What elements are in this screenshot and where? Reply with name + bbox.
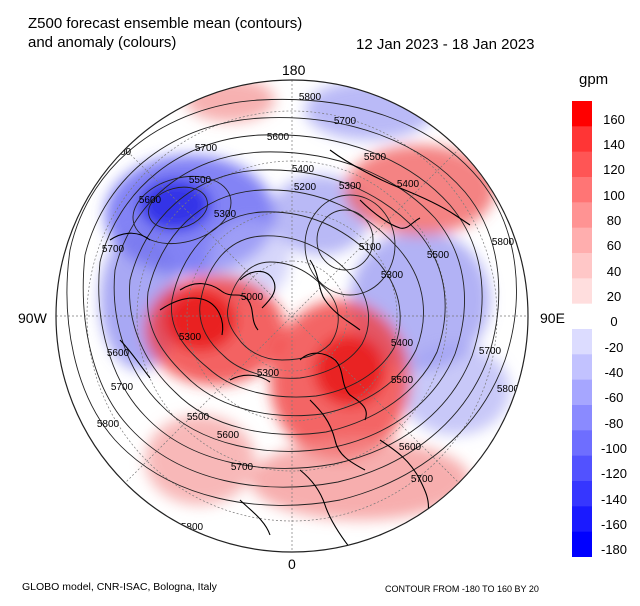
contour-label: 5500 bbox=[391, 375, 414, 386]
lon-label-0: 0 bbox=[288, 556, 296, 572]
contour-label: 5600 bbox=[267, 132, 290, 143]
map-frame bbox=[55, 79, 529, 553]
colorbar-band bbox=[572, 531, 592, 557]
z500-contours bbox=[66, 98, 517, 506]
chart-title: Z500 forecast ensemble mean (contours) a… bbox=[28, 14, 302, 52]
contour-label: 5400 bbox=[391, 338, 414, 349]
contour-label: 5700 bbox=[111, 382, 134, 393]
contour-label: 5800 bbox=[497, 384, 520, 395]
lon-label-90e: 90E bbox=[540, 310, 565, 326]
colorbar-label: -180 bbox=[600, 542, 628, 558]
contour-label: 5300 bbox=[381, 270, 404, 281]
contour-label: 5500 bbox=[189, 175, 212, 186]
colorbar-band bbox=[572, 202, 592, 229]
colorbar-label: 0 bbox=[610, 314, 618, 330]
contour-label: 5800 bbox=[97, 419, 120, 430]
title-line-1: Z500 forecast ensemble mean (contours) bbox=[28, 15, 303, 32]
contour-label: 5300 bbox=[257, 368, 280, 379]
colorbar-label: -40 bbox=[604, 365, 624, 380]
colorbar-label: 100 bbox=[603, 187, 625, 203]
contour-label: 5600 bbox=[107, 348, 130, 359]
colorbar bbox=[572, 101, 592, 557]
colorbar-label: -20 bbox=[604, 339, 624, 355]
contour-label: 5600 bbox=[139, 195, 162, 206]
colorbar-band bbox=[572, 151, 592, 178]
colorbar-band bbox=[572, 329, 592, 355]
footer-credit: GLOBO model, CNR-ISAC, Bologna, Italy bbox=[22, 581, 217, 593]
contour-label: 5300 bbox=[339, 181, 362, 192]
colorbar-band bbox=[572, 303, 592, 330]
contour-label: 5700 bbox=[195, 143, 218, 154]
colorbar-unit: gpm bbox=[579, 71, 609, 88]
colorbar-label: -60 bbox=[604, 390, 624, 406]
contour-label: 5400 bbox=[397, 179, 420, 190]
contour-label: 5800 bbox=[109, 147, 132, 158]
colorbar-label: 160 bbox=[603, 111, 625, 127]
colorbar-label: -140 bbox=[600, 491, 628, 507]
colorbar-band bbox=[572, 227, 592, 254]
colorbar-label: -80 bbox=[604, 415, 624, 431]
contour-label: 5100 bbox=[359, 242, 382, 253]
contour-label: 5200 bbox=[294, 182, 317, 193]
colorbar-band bbox=[572, 177, 592, 203]
coastlines bbox=[109, 149, 471, 549]
colorbar-label: -100 bbox=[600, 441, 628, 456]
title-line-2: and anomaly (colours) bbox=[28, 34, 177, 51]
contour-label: 5800 bbox=[299, 92, 322, 103]
contour-label: 5500 bbox=[427, 250, 450, 261]
colorbar-band bbox=[572, 430, 592, 457]
colorbar-label: 120 bbox=[603, 162, 625, 178]
contour-label: 5800 bbox=[181, 522, 204, 533]
colorbar-label: 60 bbox=[606, 238, 622, 254]
contour-label: 5700 bbox=[479, 346, 502, 357]
colorbar-label: 20 bbox=[606, 289, 622, 304]
date-range: 12 Jan 2023 - 18 Jan 2023 bbox=[356, 36, 535, 53]
contour-label: 5500 bbox=[364, 152, 387, 163]
colorbar-band bbox=[572, 481, 592, 507]
contour-label: 5600 bbox=[217, 430, 240, 441]
colorbar-band bbox=[572, 126, 592, 153]
footer-contour-info: CONTOUR FROM -180 TO 160 BY 20 bbox=[385, 584, 539, 594]
colorbar-band bbox=[572, 405, 592, 431]
contour-label: 5000 bbox=[241, 292, 264, 303]
contour-label: 5300 bbox=[179, 332, 202, 343]
colorbar-band bbox=[572, 455, 592, 482]
colorbar-band bbox=[572, 354, 592, 381]
contour-label: 5800 bbox=[492, 237, 515, 248]
polar-map: 5800 5800 5800 5800 5800 5800 5700 5700 … bbox=[55, 79, 529, 553]
contour-label: 5700 bbox=[334, 116, 357, 127]
contour-label: 5400 bbox=[292, 164, 315, 175]
contour-label: 5700 bbox=[411, 474, 434, 485]
colorbar-band bbox=[572, 278, 592, 305]
colorbar-band bbox=[572, 506, 592, 533]
colorbar-label: -120 bbox=[600, 466, 628, 482]
colorbar-band bbox=[572, 101, 592, 127]
lon-label-90w: 90W bbox=[18, 310, 47, 326]
colorbar-label: 140 bbox=[603, 137, 625, 152]
colorbar-label: -160 bbox=[600, 517, 628, 532]
colorbar-label: 40 bbox=[606, 263, 622, 279]
colorbar-band bbox=[572, 253, 592, 279]
lon-label-180: 180 bbox=[282, 62, 306, 78]
contour-label: 5300 bbox=[214, 209, 237, 220]
contour-label: 5500 bbox=[187, 412, 210, 423]
colorbar-band bbox=[572, 379, 592, 406]
colorbar-label: 80 bbox=[606, 213, 622, 228]
contour-label: 5600 bbox=[399, 442, 422, 453]
contour-label: 5700 bbox=[102, 244, 125, 255]
contour-label: 5700 bbox=[231, 462, 254, 473]
